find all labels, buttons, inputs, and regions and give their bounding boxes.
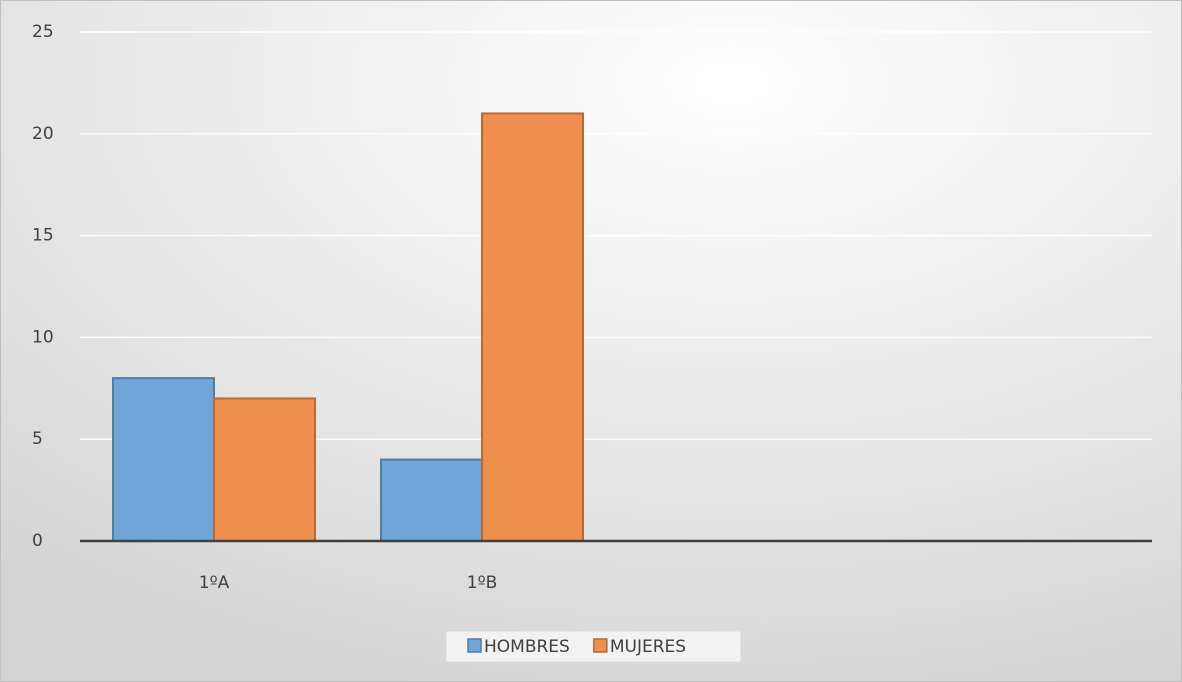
bar — [213, 397, 316, 543]
y-tick-label: 5 — [32, 429, 43, 449]
y-tick-label: 20 — [32, 124, 54, 144]
legend-swatch — [593, 638, 608, 653]
y-tick-label: 25 — [32, 22, 54, 42]
y-tick-label: 15 — [32, 226, 54, 246]
bar — [481, 112, 584, 542]
x-tick-label: 1ºA — [199, 573, 230, 593]
bar — [380, 458, 483, 542]
legend-label: HOMBRES — [484, 637, 570, 657]
bar — [112, 377, 215, 542]
legend-label: MUJERES — [610, 637, 686, 657]
y-tick-label: 0 — [32, 531, 43, 551]
x-tick-label: 1ºB — [467, 573, 498, 593]
y-tick-label: 10 — [32, 327, 54, 347]
legend-swatch — [467, 638, 482, 653]
